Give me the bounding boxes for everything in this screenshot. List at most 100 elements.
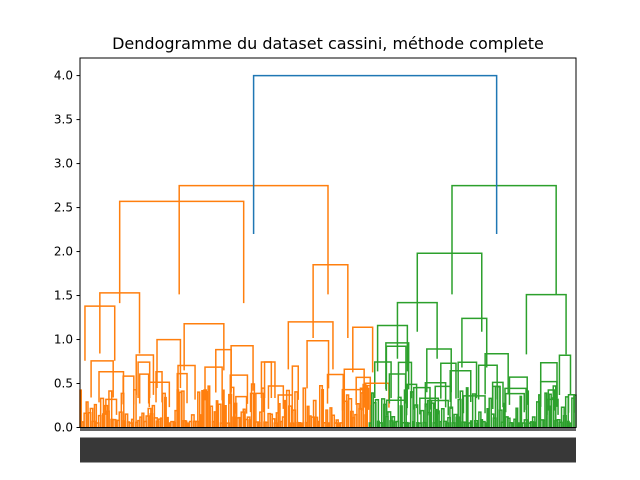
- dendrogram-link: [539, 362, 558, 399]
- dendrogram-link: [283, 399, 287, 428]
- dendrogram-link: [426, 348, 452, 393]
- y-tick-label: 4.0: [54, 69, 73, 83]
- dendrogram-link: [519, 395, 523, 428]
- y-tick-label: 2.5: [54, 201, 73, 215]
- dendrogram-link: [306, 339, 330, 389]
- dendrogram-link: [424, 382, 447, 408]
- dendrogram-link: [374, 361, 392, 399]
- dendrogram-link: [316, 420, 320, 428]
- dendrogram-link: [399, 405, 403, 428]
- dendrogram-link: [138, 373, 150, 404]
- dendrogram-link: [388, 373, 407, 404]
- dendrogram-link: [538, 394, 542, 428]
- dendrogram-link: [230, 345, 254, 391]
- dendrogram-link: [341, 388, 364, 411]
- dendrogram-link: [291, 365, 299, 400]
- dendrogram-link: [176, 372, 188, 404]
- dendrogram-link: [287, 405, 293, 428]
- dendrogram-link: [567, 394, 575, 413]
- y-tick-label: 0.0: [54, 421, 73, 435]
- dendrogram-merge: [118, 200, 245, 304]
- dendrogram-link: [261, 387, 266, 428]
- dendrogram-link: [151, 404, 156, 428]
- dendrogram-link: [517, 422, 521, 428]
- y-tick-label: 2.0: [54, 245, 73, 259]
- dendrogram-link: [114, 419, 118, 428]
- dendrogram-link: [300, 422, 304, 428]
- dendrogram-link: [217, 403, 222, 428]
- dendrogram-link: [484, 353, 509, 395]
- y-tick-label: 1.5: [54, 289, 73, 303]
- dendrogram-link: [249, 392, 265, 413]
- dendrogram-link: [186, 422, 190, 428]
- dendrogram-link: [201, 389, 204, 428]
- dendrogram-link: [327, 422, 331, 428]
- dendrogram-link: [204, 366, 223, 401]
- dendrogram-link: [325, 409, 329, 428]
- dendrogram-link: [199, 414, 203, 428]
- dendrogram-merge: [461, 317, 488, 368]
- dendrogram-link: [434, 408, 438, 428]
- dendrogram-link: [430, 402, 435, 428]
- y-axis: 0.0 0.5 1.0 1.5 2.0 2.5 3.0 3.5 4.0: [54, 69, 80, 435]
- dendrogram-link: [294, 391, 299, 428]
- dendrogram-merge: [183, 322, 225, 371]
- dendrogram-link: [302, 387, 307, 428]
- dendrogram-link: [298, 422, 302, 428]
- dendrogram-link: [397, 361, 413, 399]
- chart-title: Dendogramme du dataset cassini, méthode …: [112, 34, 544, 53]
- dendrogram-link: [205, 390, 209, 428]
- dendrogram-link: [385, 399, 408, 416]
- dendrogram-link: [419, 397, 440, 415]
- dendrogram-link: [141, 412, 145, 428]
- dendrogram-link: [267, 385, 285, 409]
- dendrogram-merge: [451, 184, 557, 295]
- dendrogram-link: [465, 387, 469, 428]
- dendrogram-link: [156, 338, 182, 388]
- dendrogram-link: [137, 361, 151, 399]
- dendrogram-link: [90, 360, 114, 398]
- dendrogram-link: [498, 409, 503, 428]
- dendrogram-link: [93, 403, 98, 428]
- dendrogram-link: [163, 396, 167, 428]
- dendrogram-link: [480, 419, 484, 428]
- dendrogram-link: [471, 393, 477, 428]
- dendrogram-link: [492, 385, 501, 409]
- dendrogram-link: [235, 395, 248, 414]
- dendrogram-merge: [416, 252, 483, 332]
- y-tick-label: 1.0: [54, 333, 73, 347]
- dendrogram-link: [477, 364, 498, 400]
- dendrogram-merge: [525, 293, 567, 355]
- dendrogram-link: [124, 413, 129, 428]
- dendrogram-link: [177, 364, 196, 400]
- dendrogram-link: [296, 421, 300, 428]
- dendrogram-link: [387, 411, 392, 428]
- dendrogram-link: [312, 399, 317, 428]
- dendrogram-link: [355, 376, 372, 405]
- dendrogram-link: [566, 420, 570, 428]
- dendrogram-link: [486, 408, 490, 428]
- leaf-label-band: [80, 427, 576, 463]
- low-level-links: [79, 338, 577, 428]
- dendrogram-link: [197, 391, 201, 428]
- dendrogram-link: [546, 398, 559, 415]
- dendrogram-link: [132, 389, 137, 428]
- dendrogram-link: [321, 388, 325, 428]
- dendrogram-link: [366, 384, 371, 428]
- dendrogram-link: [552, 385, 557, 428]
- dendrogram-link: [89, 407, 94, 428]
- dendrogram-link: [99, 397, 105, 428]
- dendrogram-link: [508, 376, 528, 405]
- dendrogram-merge: [287, 321, 334, 370]
- dendrogram-link: [326, 373, 345, 404]
- dendrogram-link: [405, 421, 409, 428]
- dendrogram-link: [223, 404, 227, 428]
- dendrogram-link: [337, 422, 341, 428]
- dendrogram-link: [242, 408, 246, 428]
- dendrogram-link: [215, 400, 219, 428]
- leaf-labels-illegible: [80, 437, 576, 463]
- dendrogram-link: [374, 398, 380, 428]
- dendrogram-link: [105, 398, 118, 415]
- dendrogram-link: [457, 361, 478, 399]
